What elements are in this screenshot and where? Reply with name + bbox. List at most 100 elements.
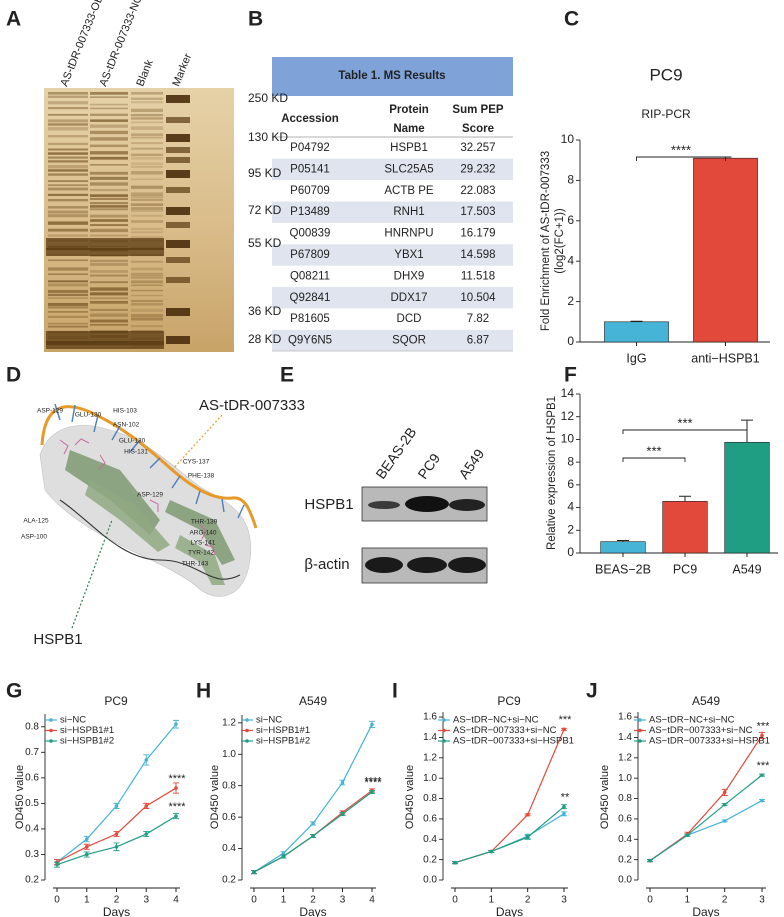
- gel-band: [90, 103, 128, 106]
- table-title-bar: [272, 57, 513, 96]
- marker-band: [166, 240, 190, 248]
- series-line: [253, 724, 373, 873]
- gel-band: [90, 308, 128, 312]
- gel-band: [48, 294, 88, 296]
- series-line: [649, 735, 763, 862]
- residue-label: HIS-131: [124, 449, 148, 456]
- table-cell: 6.87: [467, 335, 489, 347]
- gel-band: [48, 283, 88, 287]
- y-tick-label: 0.4: [222, 843, 236, 854]
- gel-band: [90, 188, 128, 192]
- gel-band: [48, 165, 88, 169]
- point: [144, 758, 149, 762]
- point: [648, 858, 652, 863]
- x-tick-label: 2: [310, 895, 316, 906]
- y-tick-label: 1.2: [618, 752, 632, 763]
- point: [370, 790, 374, 794]
- y-tick-label: 2: [567, 294, 574, 308]
- significance-label: ****: [364, 775, 382, 787]
- x-tick-label: 0: [452, 895, 458, 906]
- gel-band: [90, 224, 128, 226]
- y-tick-label: 0.8: [222, 780, 236, 791]
- gel-band: [90, 92, 128, 95]
- y-tick-label: 1.0: [618, 773, 632, 784]
- gel-band: [48, 206, 88, 209]
- residue-label: THR-139: [191, 519, 218, 526]
- table-cell: P60709: [290, 185, 330, 197]
- y-tick-label: 2: [567, 522, 574, 536]
- residue-label: ASP-129: [37, 408, 63, 415]
- y-axis-label: OD450 value: [404, 765, 416, 829]
- gel-band: [90, 292, 128, 296]
- chart-title: A549: [692, 694, 720, 708]
- legend-swatch: [638, 718, 642, 722]
- gel-band: [48, 315, 88, 318]
- residue-label: THR-143: [182, 561, 209, 568]
- point: [55, 862, 59, 867]
- significance-label: ***: [646, 443, 661, 458]
- table-cell: P67809: [290, 249, 330, 261]
- gel-band: [48, 123, 88, 126]
- panel-letter: D: [6, 364, 21, 387]
- gel-band: [90, 270, 128, 273]
- point: [84, 845, 89, 849]
- panel-letter: G: [6, 680, 22, 703]
- gel-band: [90, 219, 128, 222]
- legend-label: AS−tDR−NC+si−NC: [649, 715, 735, 726]
- residue-label: ASP-129: [137, 492, 163, 499]
- chart-title: PC9: [649, 65, 682, 84]
- gel-band: [48, 107, 88, 110]
- table-cell: RNH1: [393, 206, 424, 218]
- gel-band: [90, 259, 128, 263]
- row-shade: [272, 329, 513, 352]
- lane-label: PC9: [414, 450, 443, 482]
- table-cell: HNRNPU: [384, 228, 433, 240]
- legend-label: si−HSPB1#2: [256, 736, 310, 747]
- x-tick-label: 2: [114, 895, 120, 906]
- table-cell: Q9Y6N5: [288, 335, 332, 347]
- gel-band: [131, 220, 163, 223]
- y-tick-label: 0.5: [25, 798, 39, 809]
- table-cell: P05141: [290, 163, 330, 175]
- panel-letter: B: [248, 8, 263, 31]
- panel-letter: C: [564, 8, 579, 31]
- series-line: [253, 789, 373, 873]
- gel-band: [46, 238, 164, 250]
- legend-swatch: [442, 728, 446, 733]
- gel-band: [90, 144, 128, 148]
- gel-band: [90, 234, 128, 237]
- x-tick-label: 2: [722, 895, 728, 906]
- row-shade: [272, 201, 513, 223]
- y-tick-label: 1.4: [423, 732, 437, 743]
- gel-band: [131, 147, 163, 150]
- y-tick-label: 0.6: [618, 814, 632, 825]
- gel-band: [131, 162, 163, 166]
- panel-letter: E: [280, 364, 294, 387]
- gel-band: [48, 95, 88, 98]
- gel-band: [48, 193, 88, 196]
- gel-band: [131, 325, 163, 328]
- panel-letter: F: [564, 364, 577, 387]
- point: [340, 812, 345, 816]
- gel-band: [131, 165, 163, 169]
- rna-label: AS-tDR-007333: [199, 397, 305, 414]
- gel-band: [48, 221, 88, 225]
- table-title: Table 1. MS Results: [338, 70, 445, 82]
- gel-band: [131, 313, 163, 318]
- gel-band: [90, 202, 128, 205]
- table-cell: HSPB1: [390, 142, 428, 154]
- bar: [662, 501, 708, 554]
- y-tick-label: 14: [561, 386, 575, 400]
- panel-letter: H: [196, 680, 211, 703]
- gel-band: [90, 301, 128, 304]
- legend-swatch: [49, 739, 53, 743]
- size-label: 55 KD: [248, 236, 282, 250]
- x-tick-label: 3: [340, 895, 346, 906]
- x-tick-label: 1: [281, 895, 287, 906]
- table-cell: SQOR: [392, 335, 426, 347]
- gel-band: [90, 107, 128, 110]
- gel-band: [131, 133, 163, 137]
- column-header: Score: [462, 123, 494, 135]
- gel-band: [48, 160, 88, 163]
- legend-swatch: [245, 739, 249, 743]
